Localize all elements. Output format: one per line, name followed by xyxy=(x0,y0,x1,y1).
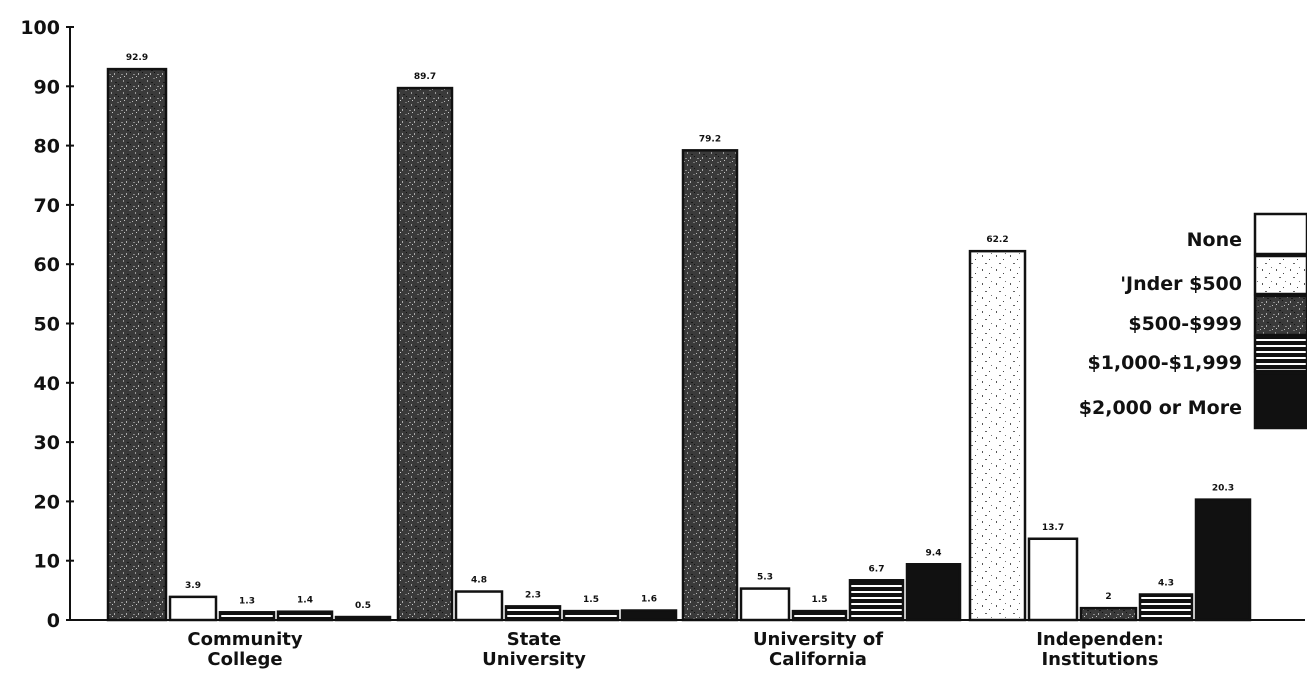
bar xyxy=(504,605,562,622)
bar-value-label: 13.7 xyxy=(1042,523,1064,533)
bar xyxy=(396,86,454,622)
legend-label: $500-$999 xyxy=(1128,313,1242,335)
labels: 92.9 3.9 1.3 1.4 0.5 89.7 4.8 2.3 1.5 1.6 79.2 5.3 1… xyxy=(126,53,1234,670)
y-tick-label: 100 xyxy=(20,17,60,39)
bar xyxy=(791,609,848,622)
y-tick-label: 20 xyxy=(34,491,60,513)
bar-value-label: 79.2 xyxy=(699,134,721,144)
legend-swatch xyxy=(1253,254,1307,296)
category-label: Institutions xyxy=(1041,649,1158,670)
bar xyxy=(106,67,168,622)
bar-value-label: 9.4 xyxy=(926,548,942,558)
bar xyxy=(968,249,1027,622)
legend: None 'Jnder $500 $500-$999 $1,000-$1,999 $2,… xyxy=(1079,212,1307,430)
bar-value-label: 92.9 xyxy=(126,53,148,63)
legend-swatch xyxy=(1253,212,1307,256)
legend-swatch xyxy=(1253,294,1307,337)
bar xyxy=(1194,498,1252,622)
bar xyxy=(681,149,739,622)
category-label: Independen: xyxy=(1036,629,1164,650)
legend-swatch xyxy=(1253,371,1307,430)
bar xyxy=(218,611,276,622)
bars xyxy=(106,67,1252,622)
legend-label: None xyxy=(1187,229,1242,251)
bar-value-label: 1.4 xyxy=(297,596,313,606)
category-label: State xyxy=(507,629,562,650)
y-tick-label: 50 xyxy=(34,314,60,336)
bar-value-label: 4.8 xyxy=(471,576,487,586)
bar xyxy=(454,590,504,622)
bar-value-label: 4.3 xyxy=(1158,579,1174,589)
bar xyxy=(168,595,218,622)
bar-value-label: 62.2 xyxy=(986,235,1008,245)
legend-label: $1,000-$1,999 xyxy=(1087,352,1242,374)
bar xyxy=(1138,593,1194,622)
bar-value-label: 89.7 xyxy=(414,72,436,82)
bar xyxy=(334,615,392,622)
legend-swatch xyxy=(1253,335,1307,373)
bar xyxy=(620,609,678,622)
category-label: Community xyxy=(187,629,302,650)
bar-value-label: 1.3 xyxy=(239,596,255,606)
category-label: College xyxy=(207,649,282,670)
bar xyxy=(905,563,962,622)
bar-value-label: 3.9 xyxy=(185,581,201,591)
bar-value-label: 1.5 xyxy=(812,595,828,605)
y-tick-label: 0 xyxy=(47,610,60,632)
y-tick-label: 40 xyxy=(34,373,60,395)
bar-value-label: 6.7 xyxy=(869,564,885,574)
y-tick-label: 80 xyxy=(34,136,60,158)
legend-label: 'Jnder $500 xyxy=(1120,273,1242,295)
bar xyxy=(1027,537,1079,622)
legend-label: $2,000 or More xyxy=(1079,397,1242,419)
bar-value-label: 2 xyxy=(1105,592,1111,602)
bar xyxy=(739,587,791,622)
category-label: University of xyxy=(753,629,883,650)
category-label: University xyxy=(482,649,586,670)
bar-value-label: 1.6 xyxy=(641,595,657,605)
bar-value-label: 0.5 xyxy=(355,601,371,611)
bar xyxy=(1079,606,1138,622)
y-tick-label: 60 xyxy=(34,254,60,276)
bar-value-label: 2.3 xyxy=(525,590,541,600)
y-tick-label: 70 xyxy=(34,195,60,217)
bar-value-label: 1.5 xyxy=(583,595,599,605)
bar-value-label: 5.3 xyxy=(757,573,773,583)
y-tick-label: 30 xyxy=(34,432,60,454)
y-tick-label: 10 xyxy=(34,551,60,573)
bar xyxy=(848,579,905,622)
category-label: California xyxy=(769,649,867,670)
bar xyxy=(276,610,334,622)
bar xyxy=(562,609,620,622)
axes: 0 10 20 30 40 50 60 70 80 90 100 xyxy=(20,17,1305,632)
bar-value-label: 20.3 xyxy=(1212,484,1234,494)
y-tick-label: 90 xyxy=(34,76,60,98)
